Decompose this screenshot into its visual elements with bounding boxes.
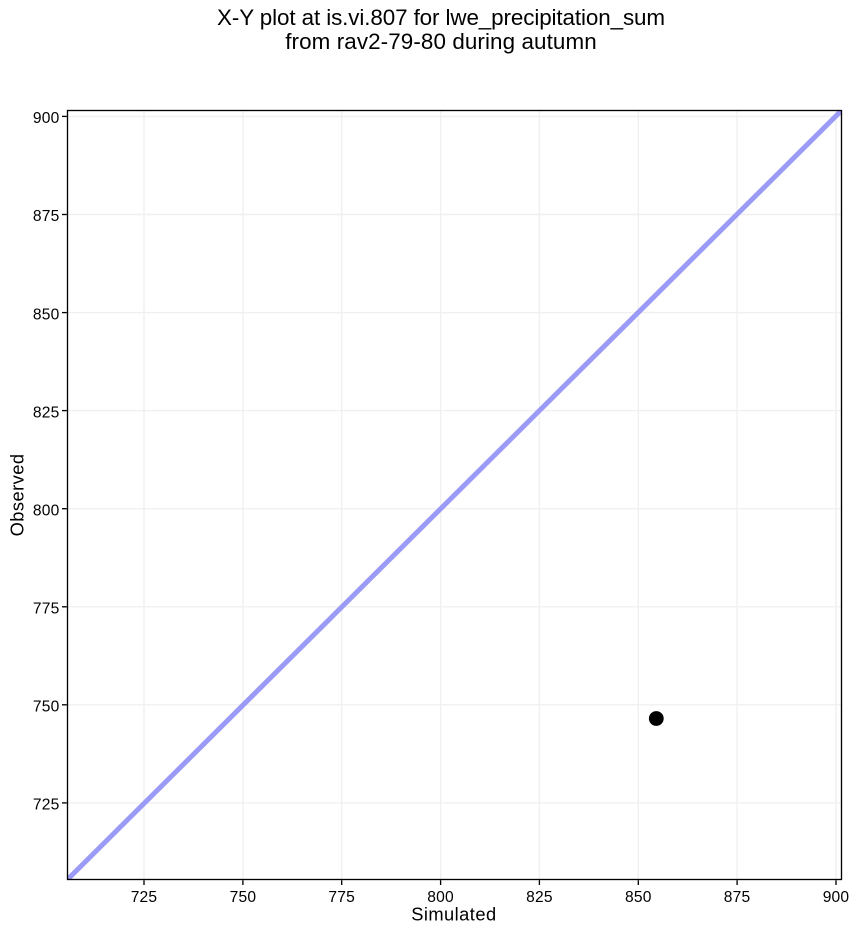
svg-text:800: 800 xyxy=(427,889,454,906)
svg-text:900: 900 xyxy=(33,110,60,127)
svg-text:725: 725 xyxy=(131,889,158,906)
svg-text:850: 850 xyxy=(625,889,652,906)
svg-text:from rav2-79-80 during autumn: from rav2-79-80 during autumn xyxy=(285,29,597,54)
svg-text:775: 775 xyxy=(33,601,60,618)
svg-text:750: 750 xyxy=(33,699,60,716)
svg-text:Observed: Observed xyxy=(6,454,27,537)
svg-text:800: 800 xyxy=(33,502,60,519)
svg-text:875: 875 xyxy=(724,889,751,906)
svg-text:850: 850 xyxy=(33,306,60,323)
svg-text:750: 750 xyxy=(230,889,257,906)
svg-text:775: 775 xyxy=(328,889,355,906)
svg-text:725: 725 xyxy=(33,797,60,814)
svg-text:825: 825 xyxy=(526,889,553,906)
svg-text:875: 875 xyxy=(33,208,60,225)
svg-text:X-Y plot at is.vi.807 for lwe_: X-Y plot at is.vi.807 for lwe_precipitat… xyxy=(217,5,665,30)
svg-text:825: 825 xyxy=(33,404,60,421)
svg-text:Simulated: Simulated xyxy=(411,904,496,925)
svg-text:900: 900 xyxy=(823,889,850,906)
